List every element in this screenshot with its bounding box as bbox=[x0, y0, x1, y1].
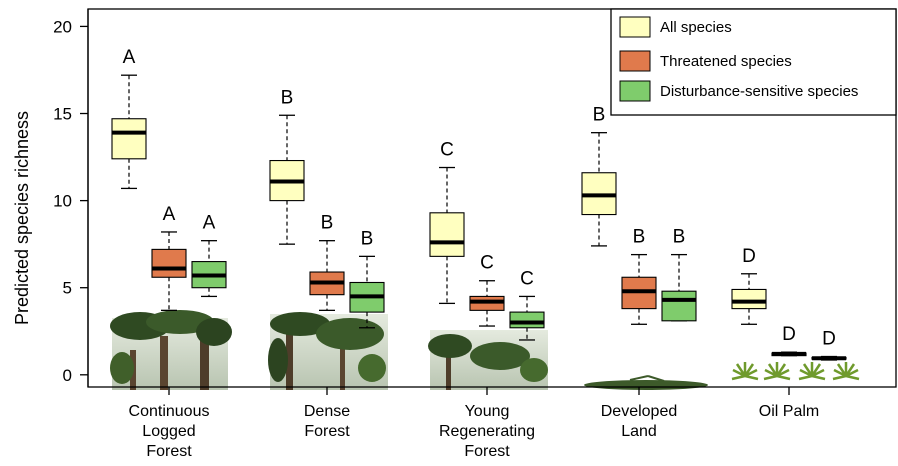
legend-label-threatened-species: Threatened species bbox=[660, 53, 792, 70]
significance-letter: B bbox=[361, 228, 374, 249]
significance-letter: B bbox=[281, 87, 294, 108]
legend: All species Threatened species Disturban… bbox=[610, 8, 897, 116]
box-2-1: B bbox=[349, 228, 385, 329]
iqr-box bbox=[429, 212, 465, 257]
habitat-illustrations bbox=[110, 310, 860, 390]
significance-letter: C bbox=[480, 253, 494, 274]
x-category-label: Land bbox=[621, 423, 657, 440]
x-axis: Continuous Logged Forest Dense Forest Young Re… bbox=[129, 387, 819, 460]
legend-label-disturbance-sensitive-species: Disturbance-sensitive species bbox=[660, 83, 858, 100]
legend-label-all-species: All species bbox=[660, 19, 732, 36]
iqr-box bbox=[731, 288, 767, 310]
legend-swatch-threatened-species bbox=[619, 50, 651, 72]
box-2-2: C bbox=[509, 268, 545, 341]
box-2-3: B bbox=[661, 227, 697, 322]
x-category-label: Young bbox=[465, 403, 510, 420]
continuous-forest-image bbox=[110, 310, 232, 390]
legend-frame bbox=[610, 8, 897, 116]
significance-letter: B bbox=[593, 105, 606, 126]
y-tick-label: 20 bbox=[53, 17, 72, 36]
iqr-box bbox=[111, 118, 147, 160]
young-regenerating-forest-image bbox=[428, 330, 548, 390]
y-axis: 0 5 10 15 20 bbox=[53, 9, 89, 387]
x-category-label: Oil Palm bbox=[759, 403, 819, 420]
x-category-label: Developed bbox=[601, 403, 678, 420]
oil-palm-image bbox=[731, 362, 860, 381]
legend-swatch-all-species bbox=[619, 16, 651, 38]
significance-letter: A bbox=[123, 47, 136, 68]
iqr-box bbox=[509, 311, 545, 329]
box-1-1: B bbox=[309, 213, 345, 312]
developed-land-image bbox=[584, 375, 708, 390]
dense-forest-image bbox=[268, 312, 388, 390]
x-category-label: Regenerating bbox=[439, 423, 535, 440]
box-0-3: B bbox=[581, 105, 617, 247]
x-category-label: Logged bbox=[142, 423, 195, 440]
significance-letter: D bbox=[782, 324, 796, 345]
significance-letter: C bbox=[440, 140, 454, 161]
iqr-box bbox=[151, 248, 187, 278]
boxes: A B C B D A B C B D A B C B D bbox=[111, 47, 847, 361]
box-2-4: D bbox=[811, 329, 847, 361]
significance-letter: B bbox=[321, 213, 334, 234]
significance-letter: A bbox=[203, 213, 216, 234]
significance-letter: B bbox=[633, 227, 646, 248]
significance-letter: D bbox=[742, 246, 756, 267]
y-tick-label: 5 bbox=[63, 279, 72, 298]
box-1-4: D bbox=[771, 324, 807, 357]
y-tick-label: 15 bbox=[53, 105, 72, 124]
iqr-box bbox=[661, 290, 697, 322]
box-0-4: D bbox=[731, 246, 767, 325]
box-2-0: A bbox=[191, 213, 227, 298]
y-tick-label: 0 bbox=[63, 366, 72, 385]
x-category-label: Dense bbox=[304, 403, 350, 420]
box-0-0: A bbox=[111, 47, 147, 190]
box-1-3: B bbox=[621, 227, 657, 325]
y-axis-title: Predicted species richness bbox=[12, 111, 32, 325]
x-category-label: Forest bbox=[146, 443, 192, 460]
significance-letter: A bbox=[163, 204, 176, 225]
significance-letter: B bbox=[673, 227, 686, 248]
box-0-1: B bbox=[269, 87, 305, 245]
legend-swatch-disturbance-sensitive-species bbox=[619, 80, 651, 102]
box-1-0: A bbox=[151, 204, 187, 312]
x-category-label: Forest bbox=[464, 443, 510, 460]
y-tick-label: 10 bbox=[53, 192, 72, 211]
x-category-label: Forest bbox=[304, 423, 350, 440]
significance-letter: D bbox=[822, 329, 836, 350]
box-1-2: C bbox=[469, 253, 505, 327]
box-0-2: C bbox=[429, 140, 465, 305]
significance-letter: C bbox=[520, 268, 534, 289]
x-category-label: Continuous bbox=[129, 403, 210, 420]
